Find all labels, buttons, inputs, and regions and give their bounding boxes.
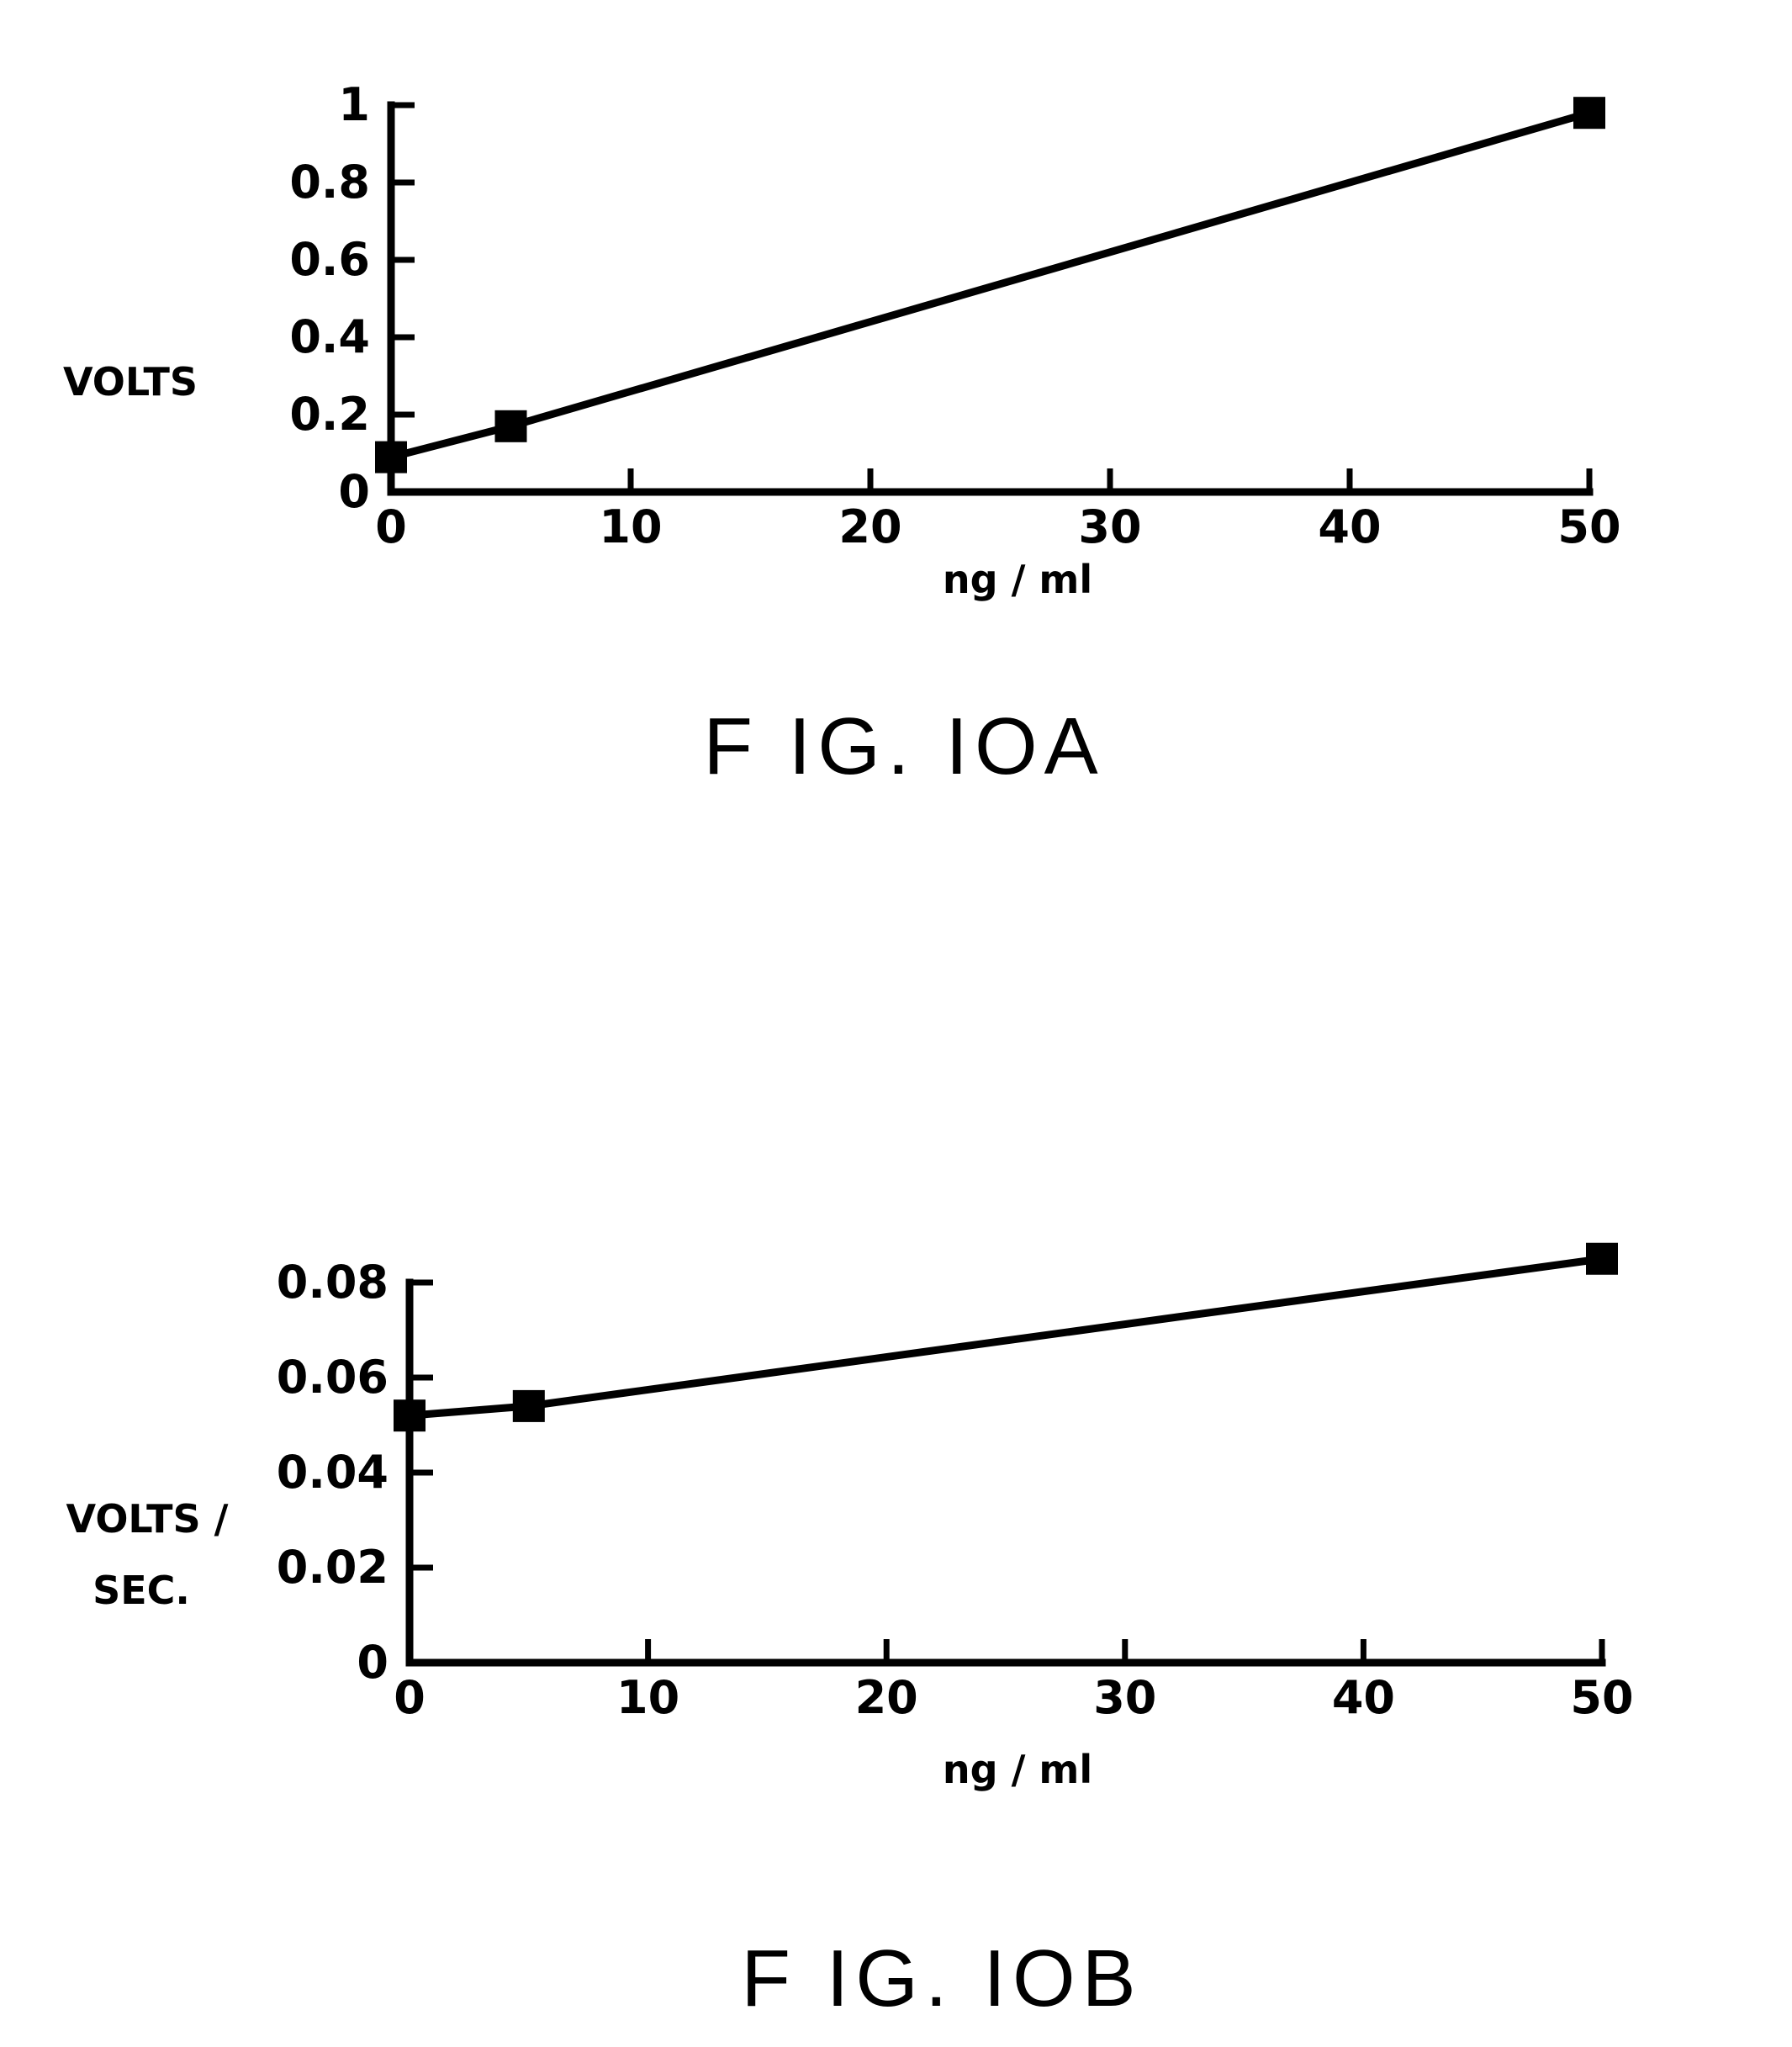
y-tick-label-a: 0.6	[289, 233, 370, 286]
y-tick-label-b: 0	[357, 1636, 389, 1689]
x-tick-label-a: 40	[1318, 500, 1381, 553]
x-tick-label-b: 30	[1093, 1671, 1156, 1724]
x-tick-label-b: 50	[1570, 1671, 1633, 1724]
data-point-a	[495, 410, 527, 442]
series-line-a	[391, 113, 1589, 457]
y-tick-label-a: 0.4	[289, 310, 370, 363]
data-point-b	[1586, 1243, 1618, 1275]
x-axis-label-a: ng / ml	[943, 557, 1092, 602]
x-tick-label-a: 0	[375, 500, 407, 553]
x-tick-label-b: 0	[394, 1671, 426, 1724]
y-axis-label-b-line1: VOLTS /	[66, 1496, 229, 1542]
x-tick-label-b: 20	[855, 1671, 918, 1724]
series-line-b	[410, 1259, 1602, 1415]
data-point-a	[1573, 97, 1605, 129]
y-tick-label-a: 1	[338, 78, 370, 131]
data-point-b	[513, 1390, 545, 1422]
y-axis-label-a: VOLTS	[63, 359, 198, 405]
x-axis-label-b: ng / ml	[943, 1747, 1092, 1792]
data-point-b	[394, 1399, 426, 1431]
y-tick-label-a: 0.2	[289, 388, 370, 441]
y-tick-label-a: 0	[338, 465, 370, 518]
chart-fig-10a: VOLTS ng / ml F IG. IOA 0 10 20 30 40 50 0 0.2 0…	[63, 78, 1621, 791]
x-tick-label-b: 10	[616, 1671, 679, 1724]
x-tick-label-a: 30	[1078, 500, 1141, 553]
x-tick-label-a: 20	[838, 500, 901, 553]
y-tick-label-a: 0.8	[289, 156, 370, 209]
y-tick-label-b: 0.02	[277, 1541, 389, 1594]
y-axis-label-b-line2: SEC.	[93, 1568, 190, 1613]
y-tick-label-b: 0.04	[277, 1446, 389, 1499]
x-tick-label-a: 10	[599, 500, 662, 553]
figure-caption-b: F IG. IOB	[741, 1933, 1142, 2023]
y-tick-label-b: 0.08	[277, 1256, 389, 1309]
figure-caption-a: F IG. IOA	[703, 701, 1104, 791]
chart-fig-10b: VOLTS / SEC. ng / ml F IG. IOB 0 10 20 30 40…	[66, 1243, 1634, 2023]
x-tick-label-b: 40	[1332, 1671, 1395, 1724]
data-point-a	[375, 442, 407, 473]
y-tick-label-b: 0.06	[277, 1351, 389, 1404]
x-tick-label-a: 50	[1557, 500, 1620, 553]
